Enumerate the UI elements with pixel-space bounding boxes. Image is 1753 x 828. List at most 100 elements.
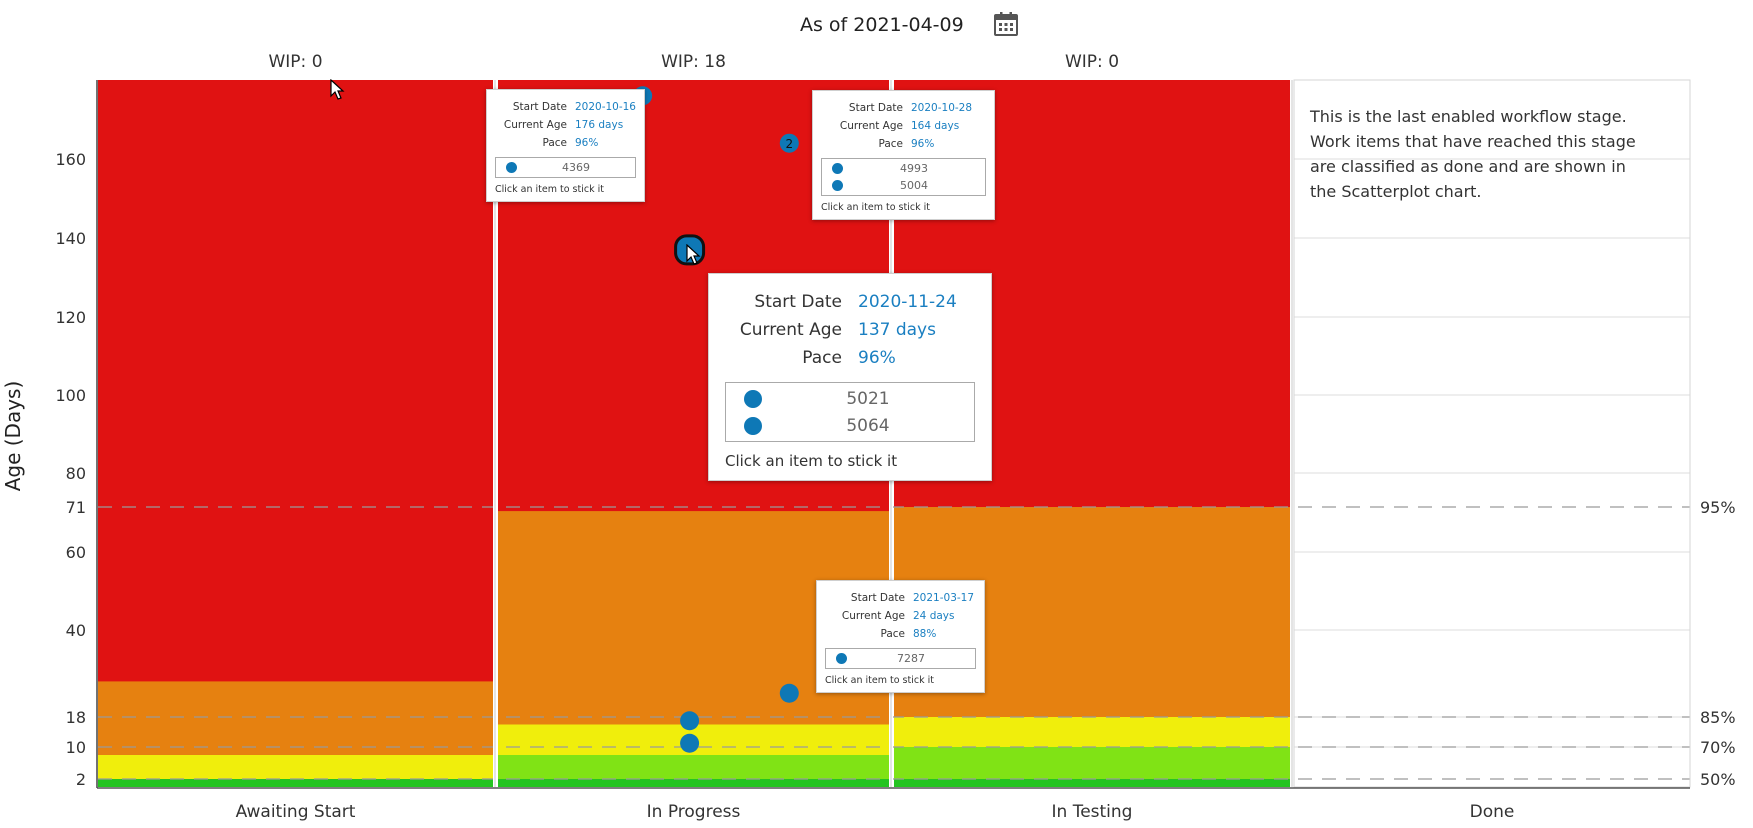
- column-labels: Awaiting Start In Progress In Testing Done: [236, 802, 1515, 822]
- data-point: [779, 683, 799, 703]
- point-icon: [744, 416, 762, 435]
- item-list: 7287: [825, 648, 976, 669]
- pace-value: 96%: [575, 137, 599, 149]
- point-icon: [744, 389, 762, 408]
- data-point: [680, 711, 700, 731]
- y-tick-label: 120: [55, 308, 86, 327]
- list-item[interactable]: 4369: [496, 159, 635, 176]
- item-id: 5004: [900, 179, 928, 192]
- percentile-labels: 50% 70% 85% 95%: [1700, 498, 1736, 789]
- start-date-label: Start Date: [754, 292, 842, 312]
- y-tick-label: 40: [66, 621, 86, 640]
- column-bands: [98, 80, 1290, 787]
- axes: [96, 80, 1690, 789]
- percentile-label: 70%: [1700, 738, 1736, 757]
- y-tick-label: 18: [66, 708, 86, 727]
- tooltip-hint: Click an item to stick it: [825, 675, 934, 686]
- mouse-cursor-icon: [330, 79, 345, 100]
- list-item[interactable]: 5004: [822, 177, 985, 194]
- current-age-label: Current Age: [503, 119, 567, 131]
- pace-value: 96%: [911, 138, 935, 150]
- band-green: [498, 779, 889, 787]
- percentile-label: 85%: [1700, 708, 1736, 727]
- current-age-label: Current Age: [841, 610, 905, 622]
- percentile-lines: [98, 506, 1690, 780]
- item-tooltip: Start Date 2020-10-16 Current Age 176 days…: [486, 89, 645, 202]
- item-list: 4993 5004: [821, 158, 986, 196]
- current-age-label: Current Age: [839, 120, 903, 132]
- y-tick-label: 71: [66, 498, 86, 517]
- pace-label: Pace: [878, 138, 903, 150]
- item-tooltip: Start Date 2021-03-17 Current Age 24 days …: [816, 580, 985, 693]
- list-item[interactable]: 7287: [826, 650, 975, 667]
- tooltip-hint: Click an item to stick it: [495, 184, 604, 195]
- y-tick-label: 80: [66, 464, 86, 483]
- y-tick-label: 160: [55, 150, 86, 169]
- list-item[interactable]: 4993: [822, 160, 985, 177]
- point-icon: [506, 162, 517, 173]
- start-date-label: Start Date: [850, 592, 905, 604]
- current-age-value: 164 days: [911, 120, 960, 132]
- pace-label: Pace: [542, 137, 567, 149]
- pace-value: 96%: [858, 348, 896, 368]
- item-id: 4369: [562, 161, 590, 174]
- item-id: 5021: [846, 388, 890, 409]
- start-date-value: 2020-10-16: [574, 101, 636, 113]
- point-count-label: 2: [785, 137, 793, 151]
- item-id: 7287: [897, 652, 925, 665]
- wip-label: WIP: 18: [661, 52, 726, 72]
- pace-label: Pace: [802, 348, 842, 368]
- y-tick-label: 10: [66, 738, 86, 757]
- y-axis-label: Age (Days): [1, 381, 25, 492]
- y-tick-label: 2: [76, 770, 86, 789]
- y-tick-label: 140: [55, 229, 86, 248]
- grid-lines: [1294, 158, 1690, 748]
- item-id: 4993: [900, 162, 928, 175]
- item-tooltip: Start Date 2020-10-28 Current Age 164 days…: [812, 90, 995, 220]
- start-date-label: Start Date: [848, 102, 903, 114]
- band-green: [894, 779, 1290, 787]
- pace-label: Pace: [880, 628, 905, 640]
- calendar-icon[interactable]: [993, 11, 1019, 37]
- point-icon: [836, 653, 847, 664]
- start-date-value: 2021-03-17: [913, 592, 975, 604]
- y-tick-label: 60: [66, 543, 86, 562]
- point-icon: [832, 180, 843, 191]
- done-stage-note: This is the last enabled workflow stage.…: [1310, 107, 1636, 201]
- list-item[interactable]: 5021: [726, 385, 974, 412]
- data-point: [779, 133, 799, 153]
- item-list: 5021 5064: [725, 382, 975, 442]
- band-red: [98, 80, 493, 787]
- current-age-value: 24 days: [913, 610, 955, 622]
- column-label: Done: [1470, 802, 1515, 822]
- current-age-value: 176 days: [575, 119, 624, 131]
- pace-value: 88%: [913, 628, 937, 640]
- item-id: 5064: [846, 415, 890, 436]
- as-of-date: As of 2021-04-09: [800, 14, 964, 36]
- list-item[interactable]: 5064: [726, 412, 974, 439]
- column-label: In Progress: [647, 802, 741, 822]
- band-green: [98, 779, 493, 787]
- item-list: 4369: [495, 157, 636, 178]
- wip-labels: WIP: 0 WIP: 18 WIP: 0: [268, 52, 1119, 72]
- item-tooltip: Start Date 2020-11-24 Current Age 137 days…: [708, 273, 992, 481]
- tooltip-hint: Click an item to stick it: [725, 452, 898, 470]
- current-age-label: Current Age: [739, 320, 842, 340]
- start-date-label: Start Date: [512, 101, 567, 113]
- percentile-label: 95%: [1700, 498, 1736, 517]
- column-label: Awaiting Start: [236, 802, 356, 822]
- mouse-cursor-icon: [686, 244, 701, 265]
- done-column-border: [1293, 79, 1691, 788]
- y-tick-labels: 2 10 18 40 60 71 80 100 120 140 160: [55, 150, 86, 789]
- wip-label: WIP: 0: [1065, 52, 1119, 72]
- start-date-value: 2020-11-24: [858, 292, 957, 312]
- point-icon: [832, 163, 843, 174]
- start-date-value: 2020-10-28: [911, 102, 973, 114]
- current-age-value: 137 days: [858, 320, 936, 340]
- percentile-label: 50%: [1700, 770, 1736, 789]
- wip-label: WIP: 0: [268, 52, 322, 72]
- tooltip-hint: Click an item to stick it: [821, 202, 930, 213]
- y-tick-label: 100: [55, 386, 86, 405]
- column-label: In Testing: [1052, 802, 1133, 822]
- data-point: [680, 733, 700, 753]
